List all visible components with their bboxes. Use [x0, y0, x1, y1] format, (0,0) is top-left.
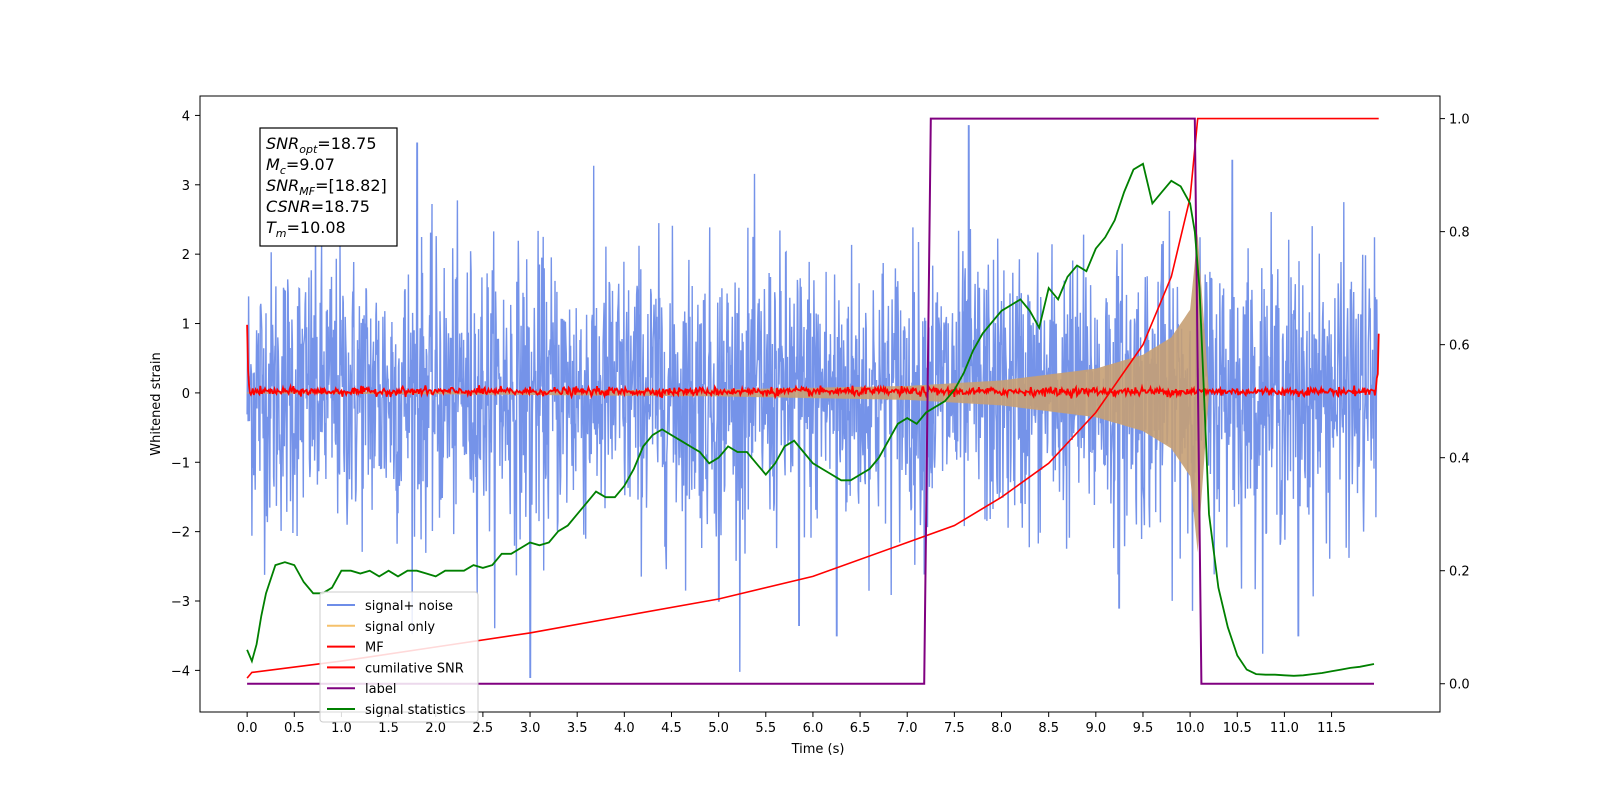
legend: signal+ noise signal only MF cumilative SNR… — [319, 591, 479, 723]
y-tick-label: 2 — [182, 248, 190, 263]
annotation-snr-mf: SNRMF=[18.82] — [266, 176, 387, 198]
x-tick-label: 7.0 — [897, 721, 918, 736]
series-mf — [246, 324, 1380, 400]
axes-frame — [199, 95, 1441, 713]
y-tick-label: 4 — [182, 109, 190, 124]
x-tick-label: 10.0 — [1176, 721, 1205, 736]
x-tick-label: 3.5 — [567, 721, 588, 736]
x-tick-label: 5.0 — [708, 721, 729, 736]
x-tick-label: 5.5 — [755, 721, 776, 736]
x-tick-label: 2.0 — [425, 721, 446, 736]
legend-label: signal statistics — [365, 703, 466, 718]
y2-tick-label: 1.0 — [1449, 113, 1470, 128]
series-label — [247, 117, 1374, 685]
y-tick-label: −2 — [171, 526, 190, 541]
y-tick-label: 3 — [182, 179, 190, 194]
x-tick-label: 1.0 — [331, 721, 352, 736]
annotation-tm: Tm=10.08 — [266, 218, 346, 240]
y-tick-label: 0 — [182, 387, 190, 402]
x-tick-label: 11.0 — [1270, 721, 1299, 736]
legend-label: signal+ noise — [365, 599, 453, 614]
legend-label: label — [365, 682, 396, 697]
legend-label: signal only — [365, 620, 435, 635]
x-tick-label: 4.0 — [614, 721, 635, 736]
y2-tick-label: 0.6 — [1449, 339, 1470, 354]
legend-frame — [319, 591, 479, 723]
legend-label: MF — [365, 641, 384, 656]
axes-layer: 0.0 0.5 1.0 1.5 2.0 2.5 3.0 3.5 4.0 4.5 5.0 5.5 6.0 6… — [171, 109, 1470, 736]
stats-annotation-box: SNRopt=18.75 Mc=9.07 SNRMF=[18.82] CSNR=… — [259, 127, 398, 247]
y-tick-label: 1 — [182, 318, 190, 333]
y2-tick-label: 0.2 — [1449, 565, 1470, 580]
x-tick-label: 7.5 — [944, 721, 965, 736]
annotation-frame — [259, 127, 398, 247]
x-tick-label: 8.0 — [991, 721, 1012, 736]
x-tick-label: 9.5 — [1133, 721, 1154, 736]
x-tick-label: 9.0 — [1085, 721, 1106, 736]
y-tick-label: −3 — [171, 595, 190, 610]
x-tick-label: 3.0 — [520, 721, 541, 736]
annotation-snr-opt: SNRopt=18.75 — [266, 134, 377, 156]
x-tick-label: 10.5 — [1223, 721, 1252, 736]
series-signal-statistics — [246, 162, 1375, 677]
legend-label: cumilative SNR — [365, 661, 464, 676]
x-tick-label: 8.5 — [1038, 721, 1059, 736]
y-axis-label: Whitened strain — [149, 352, 164, 455]
x-tick-label: 0.0 — [237, 721, 258, 736]
x-tick-label: 4.5 — [661, 721, 682, 736]
x-axis-label: Time (s) — [791, 742, 845, 757]
x-tick-label: 0.5 — [284, 721, 305, 736]
y2-tick-label: 0.8 — [1449, 226, 1470, 241]
x-tick-label: 6.0 — [803, 721, 824, 736]
x-tick-label: 2.5 — [473, 721, 494, 736]
x-tick-label: 6.5 — [850, 721, 871, 736]
annotation-csnr: CSNR=18.75 — [266, 197, 370, 216]
x-tick-label: 11.5 — [1317, 721, 1346, 736]
x-tick-label: 1.5 — [378, 721, 399, 736]
y-tick-label: −4 — [171, 664, 190, 679]
y2-tick-label: 0.0 — [1449, 678, 1470, 693]
y2-tick-label: 0.4 — [1449, 452, 1470, 467]
annotation-mc: Mc=9.07 — [266, 155, 335, 177]
y-tick-label: −1 — [171, 456, 190, 471]
